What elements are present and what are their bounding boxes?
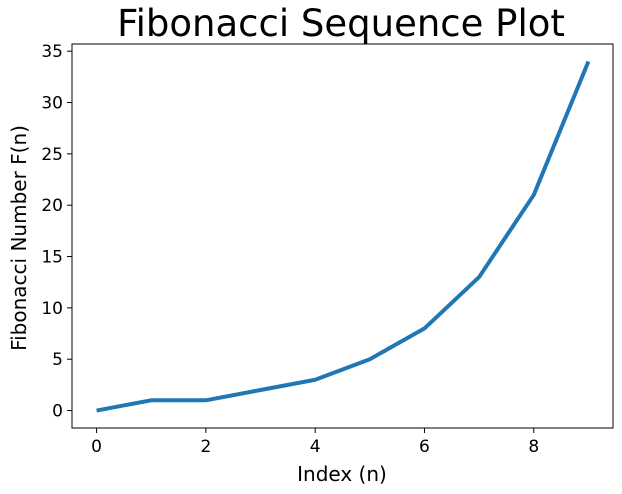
y-axis: 0 5 10 15 20 25 30 35 [41, 42, 72, 422]
y-tick-label: 0 [52, 402, 63, 422]
x-tick-label: 4 [310, 437, 321, 457]
x-tick-label: 8 [528, 437, 539, 457]
y-tick-label: 25 [41, 145, 63, 165]
y-tick-label: 20 [41, 196, 63, 216]
x-tick-label: 2 [200, 437, 211, 457]
y-tick-label: 5 [52, 350, 63, 370]
y-tick-label: 15 [41, 248, 63, 268]
x-axis-label: Index (n) [297, 462, 387, 486]
y-tick-label: 35 [41, 42, 63, 62]
y-tick-label: 30 [41, 94, 63, 114]
x-axis: 0 2 4 6 8 [91, 428, 539, 457]
y-axis-label: Fibonacci Number F(n) [7, 125, 31, 351]
x-tick-label: 6 [419, 437, 430, 457]
chart-title: Fibonacci Sequence Plot [117, 2, 565, 45]
y-tick-label: 10 [41, 299, 63, 319]
series-layer [96, 60, 591, 413]
plot-frame [71, 43, 614, 429]
series-line [96, 60, 591, 413]
x-tick-label: 0 [91, 437, 102, 457]
